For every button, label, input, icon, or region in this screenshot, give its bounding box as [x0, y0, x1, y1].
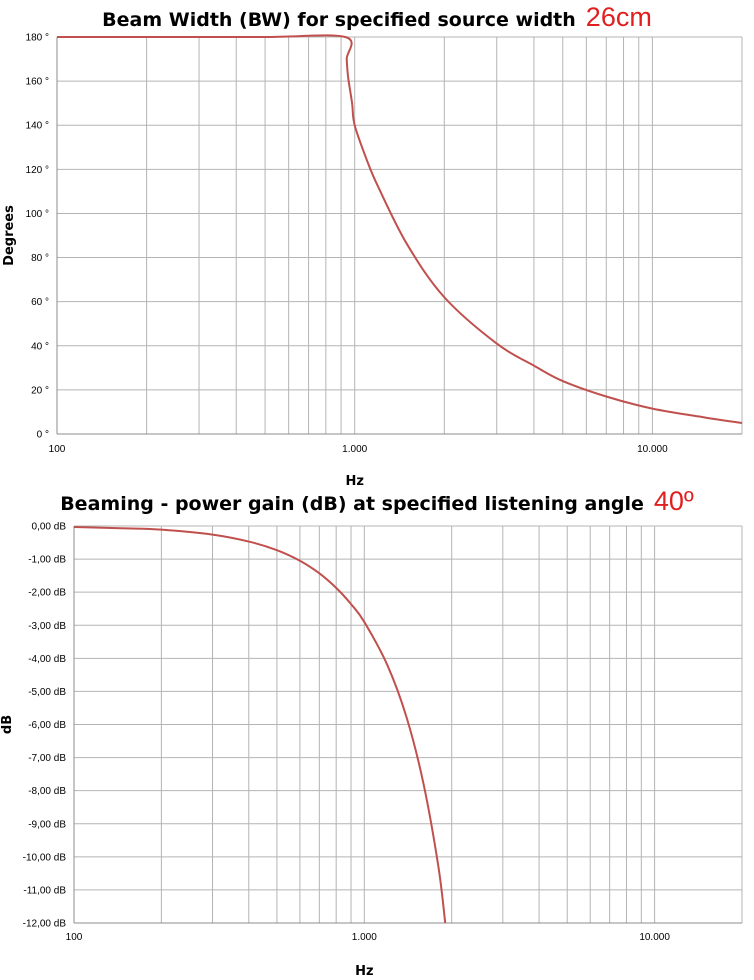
grid — [57, 36, 743, 435]
y-tick-label: 0 ° — [37, 430, 49, 441]
chart-title: Beam Width (BW) for specified source wid… — [0, 2, 754, 33]
y-tick-label: 180 ° — [26, 33, 49, 44]
y-tick-label: -12,00 dB — [23, 919, 67, 930]
y-tick-label: 100 ° — [26, 209, 49, 220]
x-tick-label: 10.000 — [639, 932, 670, 943]
y-tick-label: -1,00 dB — [28, 555, 66, 566]
y-tick-label: 80 ° — [31, 253, 49, 264]
chart-title-extra: 26cm — [585, 2, 652, 32]
chart-title: Beaming - power gain (dB) at specified l… — [0, 486, 754, 517]
x-tick-label: 1.000 — [352, 932, 377, 943]
x-tick-label: 100 — [49, 444, 66, 455]
beam-width-chart: Beam Width (BW) for specified source wid… — [0, 0, 754, 489]
series-line — [57, 34, 743, 424]
y-tick-label: 0,00 dB — [32, 522, 67, 533]
y-tick-label: 20 ° — [31, 385, 49, 396]
chart-title-text: Beaming - power gain (dB) at specified l… — [60, 493, 644, 515]
y-tick-label: -4,00 dB — [28, 654, 66, 665]
y-tick-label: 140 ° — [26, 121, 49, 132]
beam-width-plot: 0 ° 20 ° 40 ° 60 ° 80 ° 100 ° 120 ° 140 ° 160 ° 1… — [2, 33, 743, 489]
series-line — [73, 525, 447, 924]
y-tick-label: 160 ° — [26, 77, 49, 88]
y-tick-label: 40 ° — [31, 341, 49, 352]
y-tick-label: -2,00 dB — [28, 588, 66, 599]
y-tick-label: -9,00 dB — [28, 819, 66, 830]
y-tick-label: 60 ° — [31, 297, 49, 308]
y-tick-label: -5,00 dB — [28, 687, 66, 698]
y-tick-label: -7,00 dB — [28, 753, 66, 764]
y-axis-label: dB — [0, 715, 15, 734]
x-tick-label: 1.000 — [342, 444, 367, 455]
x-axis-label: Hz — [355, 964, 373, 979]
y-tick-label: 120 ° — [26, 165, 49, 176]
power-gain-plot: 0,00 dB -1,00 dB -2,00 dB -3,00 dB -4,00 dB -… — [0, 522, 743, 979]
y-tick-label: -11,00 dB — [23, 885, 66, 896]
y-tick-label: -6,00 dB — [28, 720, 66, 731]
chart-title-text: Beam Width (BW) for specified source wid… — [102, 9, 576, 31]
chart-title-extra: 40º — [653, 486, 694, 516]
y-tick-label: -10,00 dB — [23, 852, 67, 863]
x-axis-label: Hz — [345, 474, 363, 489]
y-tick-label: -3,00 dB — [28, 621, 66, 632]
y-axis-label: Degrees — [2, 205, 17, 266]
y-tick-label: -8,00 dB — [28, 786, 66, 797]
x-tick-label: 100 — [66, 932, 83, 943]
power-gain-chart: Beaming - power gain (dB) at specified l… — [0, 478, 754, 980]
x-tick-label: 10.000 — [637, 444, 668, 455]
